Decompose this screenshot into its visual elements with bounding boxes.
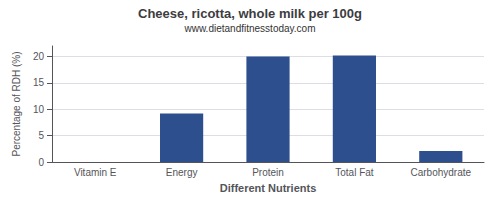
- svg-text:0: 0: [38, 157, 44, 168]
- svg-text:Total Fat: Total Fat: [335, 167, 374, 178]
- svg-text:Vitamin E: Vitamin E: [74, 167, 117, 178]
- svg-text:Carbohydrate: Carbohydrate: [411, 167, 472, 178]
- svg-text:Different Nutrients: Different Nutrients: [220, 182, 317, 194]
- svg-text:www.dietandfitnesstoday.com: www.dietandfitnesstoday.com: [184, 23, 316, 34]
- svg-text:15: 15: [33, 77, 45, 88]
- svg-text:Percentage of RDH (%): Percentage of RDH (%): [11, 51, 22, 156]
- svg-text:Cheese, ricotta, whole milk pe: Cheese, ricotta, whole milk per 100g: [138, 6, 362, 21]
- svg-text:5: 5: [38, 130, 44, 141]
- svg-text:20: 20: [33, 51, 45, 62]
- svg-text:Energy: Energy: [166, 167, 198, 178]
- svg-text:Protein: Protein: [252, 167, 284, 178]
- svg-text:10: 10: [33, 104, 45, 115]
